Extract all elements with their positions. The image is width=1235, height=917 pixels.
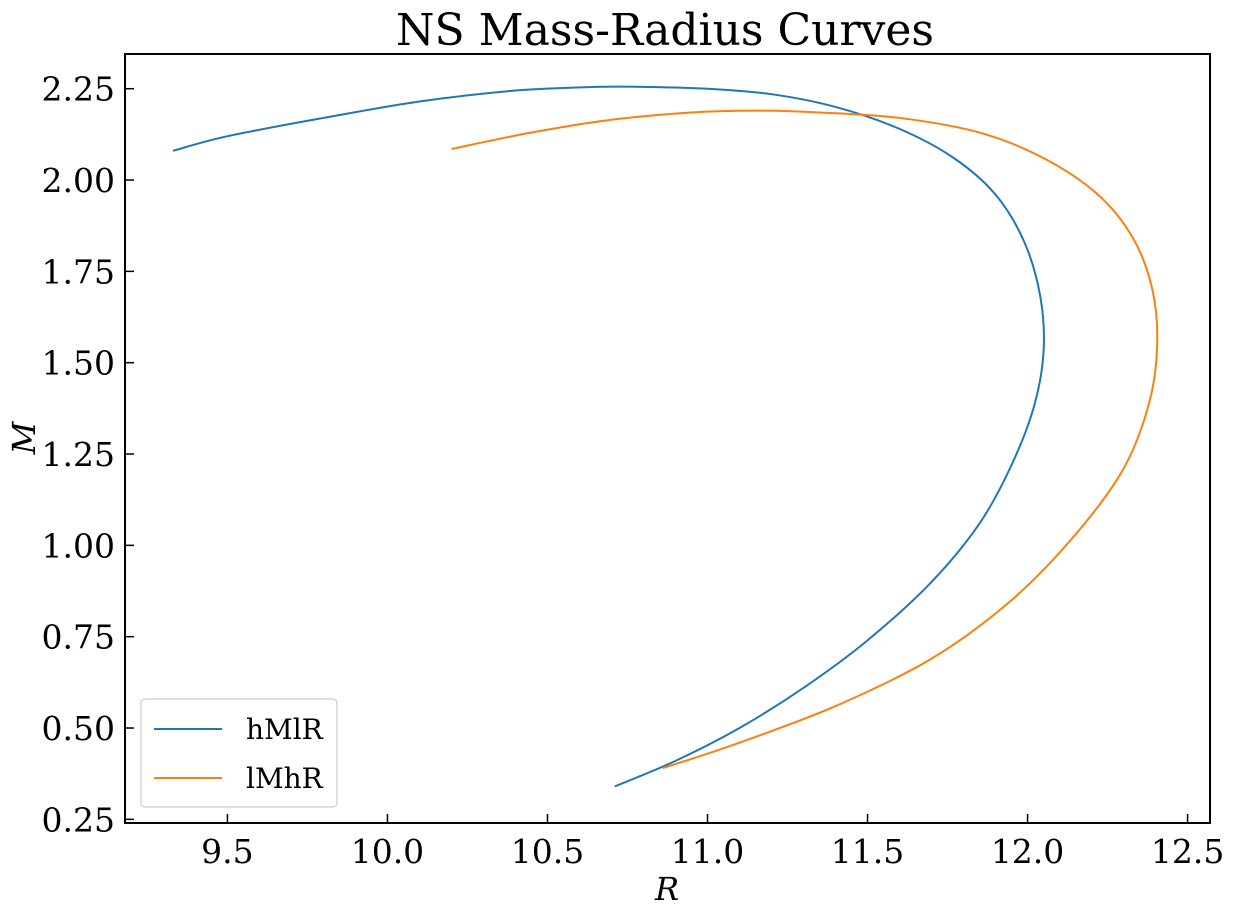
x-tick-label: 10.5	[511, 832, 584, 871]
chart-title: NS Mass-Radius Curves	[396, 5, 934, 56]
x-tick-label: 12.5	[1151, 832, 1224, 871]
series-line-hMlR	[172, 85, 1045, 788]
y-axis-label: M	[5, 420, 43, 455]
series-layer	[172, 85, 1159, 788]
x-tick-label: 11.5	[831, 832, 904, 871]
x-tick-label: 10.0	[351, 832, 424, 871]
series-line-lMhR	[451, 109, 1159, 770]
plot-area	[124, 53, 1211, 824]
y-tick-label: 0.50	[42, 709, 115, 748]
y-tick-label: 2.00	[42, 161, 115, 200]
y-tick-label: 2.25	[42, 70, 115, 109]
legend-label-hMlR: hMlR	[246, 713, 324, 746]
x-axis: 9.5 10.0 10.5 11.0 11.5 12.0 12.5	[201, 814, 1224, 871]
y-tick-label: 0.75	[42, 618, 115, 657]
legend-label-lMhR: lMhR	[246, 762, 324, 795]
y-tick-label: 1.25	[42, 435, 115, 474]
y-tick-label: 1.75	[42, 252, 115, 291]
legend-frame	[140, 698, 338, 808]
x-tick-label: 12.0	[991, 832, 1064, 871]
plot-frame	[124, 53, 1211, 824]
x-tick-label: 11.0	[671, 832, 744, 871]
y-tick-label: 1.50	[42, 344, 115, 383]
legend: hMlR lMhR	[140, 698, 338, 808]
y-tick-label: 0.25	[42, 800, 115, 839]
x-axis-label: R	[654, 870, 679, 908]
y-axis: 0.25 0.50 0.75 1.00 1.25 1.50 1.75 2.00 2.25	[42, 70, 134, 839]
y-tick-label: 1.00	[42, 526, 115, 565]
x-tick-label: 9.5	[201, 832, 253, 871]
